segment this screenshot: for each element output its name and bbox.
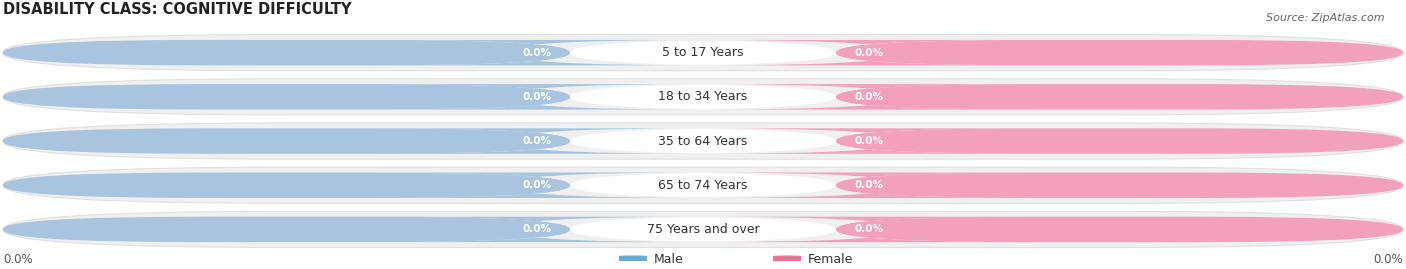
FancyBboxPatch shape [702, 172, 1038, 198]
FancyBboxPatch shape [702, 84, 1038, 109]
FancyBboxPatch shape [3, 217, 569, 242]
Text: 0.0%: 0.0% [1374, 253, 1403, 266]
Text: 18 to 34 Years: 18 to 34 Years [658, 90, 748, 103]
FancyBboxPatch shape [368, 172, 704, 198]
Text: 0.0%: 0.0% [522, 136, 551, 146]
FancyBboxPatch shape [3, 123, 1403, 159]
Text: 0.0%: 0.0% [522, 180, 551, 190]
FancyBboxPatch shape [569, 217, 837, 242]
FancyBboxPatch shape [837, 217, 1403, 242]
FancyBboxPatch shape [837, 172, 1403, 198]
FancyBboxPatch shape [3, 34, 1403, 71]
FancyBboxPatch shape [773, 256, 801, 263]
Text: 0.0%: 0.0% [855, 48, 884, 58]
Text: 0.0%: 0.0% [522, 92, 551, 102]
Text: 35 to 64 Years: 35 to 64 Years [658, 134, 748, 147]
FancyBboxPatch shape [702, 217, 1038, 242]
Text: Female: Female [808, 253, 853, 266]
FancyBboxPatch shape [3, 172, 569, 198]
FancyBboxPatch shape [368, 217, 704, 242]
Text: 5 to 17 Years: 5 to 17 Years [662, 46, 744, 59]
Text: 0.0%: 0.0% [3, 253, 32, 266]
FancyBboxPatch shape [3, 211, 1403, 247]
FancyBboxPatch shape [368, 84, 704, 109]
Text: 0.0%: 0.0% [522, 48, 551, 58]
FancyBboxPatch shape [837, 40, 1403, 65]
FancyBboxPatch shape [3, 40, 569, 65]
FancyBboxPatch shape [837, 84, 1403, 109]
FancyBboxPatch shape [368, 40, 704, 65]
Text: 0.0%: 0.0% [522, 224, 551, 234]
Text: 0.0%: 0.0% [855, 92, 884, 102]
Text: 0.0%: 0.0% [855, 224, 884, 234]
FancyBboxPatch shape [569, 172, 837, 198]
FancyBboxPatch shape [702, 40, 1038, 65]
Text: DISABILITY CLASS: COGNITIVE DIFFICULTY: DISABILITY CLASS: COGNITIVE DIFFICULTY [3, 2, 352, 17]
Text: Source: ZipAtlas.com: Source: ZipAtlas.com [1267, 13, 1385, 23]
Text: 0.0%: 0.0% [855, 180, 884, 190]
FancyBboxPatch shape [619, 256, 647, 263]
FancyBboxPatch shape [368, 128, 704, 154]
FancyBboxPatch shape [569, 40, 837, 65]
Text: 75 Years and over: 75 Years and over [647, 223, 759, 236]
FancyBboxPatch shape [702, 128, 1038, 154]
Text: 65 to 74 Years: 65 to 74 Years [658, 179, 748, 192]
FancyBboxPatch shape [3, 167, 1403, 203]
FancyBboxPatch shape [3, 79, 1403, 115]
FancyBboxPatch shape [3, 84, 569, 109]
FancyBboxPatch shape [569, 128, 837, 154]
Text: Male: Male [654, 253, 683, 266]
FancyBboxPatch shape [837, 128, 1403, 154]
FancyBboxPatch shape [3, 128, 569, 154]
FancyBboxPatch shape [569, 84, 837, 109]
Text: 0.0%: 0.0% [855, 136, 884, 146]
